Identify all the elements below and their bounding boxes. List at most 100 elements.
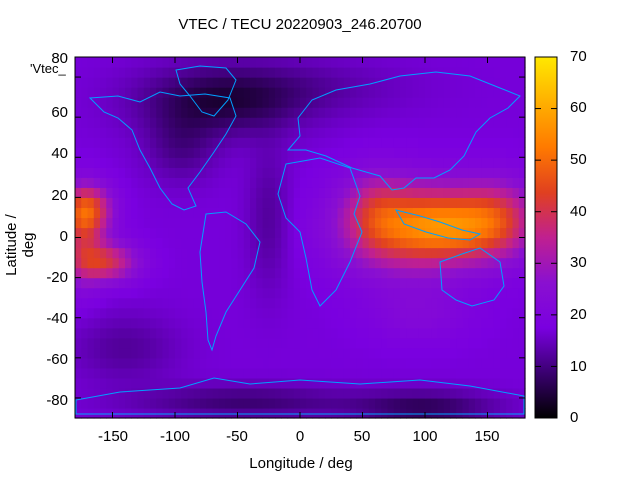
heatmap-cell — [293, 127, 301, 138]
heatmap-cell — [337, 397, 345, 409]
heatmap-cell — [350, 217, 357, 229]
heatmap-cell — [400, 377, 407, 389]
heatmap-cell — [75, 257, 82, 269]
heatmap-cell — [268, 117, 276, 128]
heatmap-cell — [387, 287, 395, 299]
heatmap-cell — [293, 287, 301, 299]
heatmap-cell — [106, 307, 114, 319]
heatmap-cell — [356, 337, 364, 349]
heatmap-cell — [468, 127, 476, 138]
heatmap-cell — [481, 97, 489, 108]
heatmap-cell — [412, 247, 420, 259]
colorbar-tick-label: 30 — [570, 254, 587, 271]
heatmap-cell — [362, 227, 370, 239]
heatmap-cell — [256, 247, 264, 259]
heatmap-cell — [387, 257, 395, 269]
heatmap-cell — [506, 317, 514, 329]
heatmap-cell — [443, 297, 451, 309]
heatmap-cell — [400, 357, 407, 369]
heatmap-cell — [81, 317, 89, 329]
heatmap-cell — [181, 207, 189, 219]
heatmap-cell — [337, 387, 345, 399]
heatmap-cell — [212, 227, 220, 239]
heatmap-cell — [443, 387, 451, 399]
heatmap-cell — [512, 287, 520, 299]
heatmap-cell — [443, 217, 451, 229]
heatmap-cell — [462, 237, 470, 249]
heatmap-cell — [406, 57, 414, 68]
heatmap-cell — [518, 167, 526, 178]
heatmap-cell — [243, 287, 251, 299]
heatmap-cell — [375, 257, 382, 269]
heatmap-cell — [381, 157, 389, 168]
x-tick-label: -50 — [226, 428, 248, 445]
heatmap-cell — [381, 347, 389, 359]
heatmap-cell — [87, 327, 95, 339]
heatmap-cell — [231, 117, 239, 128]
heatmap-cell — [362, 157, 370, 168]
heatmap-cell — [131, 217, 139, 229]
heatmap-cell — [456, 167, 464, 178]
heatmap-cell — [468, 137, 476, 148]
heatmap-cell — [325, 247, 332, 259]
heatmap-cell — [468, 327, 476, 339]
heatmap-cell — [518, 397, 526, 409]
heatmap-cell — [168, 127, 176, 138]
heatmap-cell — [137, 407, 145, 419]
heatmap-cell — [356, 127, 364, 138]
heatmap-cell — [225, 277, 232, 289]
heatmap-cell — [231, 387, 239, 399]
heatmap-cell — [100, 207, 107, 219]
heatmap-cell — [206, 187, 214, 198]
heatmap-cell — [87, 127, 95, 138]
heatmap-cell — [425, 327, 432, 339]
heatmap-cell — [237, 137, 245, 148]
heatmap-cell — [437, 127, 445, 138]
heatmap-cell — [225, 297, 232, 309]
heatmap-cell — [300, 277, 307, 289]
heatmap-cell — [506, 167, 514, 178]
heatmap-cell — [200, 347, 207, 359]
heatmap-cell — [518, 117, 526, 128]
heatmap-cell — [350, 177, 357, 188]
heatmap-cell — [225, 127, 232, 138]
heatmap-cell — [262, 217, 270, 229]
heatmap-cell — [387, 137, 395, 148]
heatmap-cell — [350, 387, 357, 399]
heatmap-cell — [325, 307, 332, 319]
heatmap-cell — [325, 257, 332, 269]
heatmap-cell — [250, 257, 257, 269]
heatmap-cell — [281, 127, 289, 138]
heatmap-cell — [512, 77, 520, 88]
heatmap-cell — [418, 257, 426, 269]
heatmap-cell — [106, 357, 114, 369]
heatmap-cell — [306, 67, 314, 78]
heatmap-cell — [268, 407, 276, 419]
heatmap-cell — [131, 347, 139, 359]
heatmap-cell — [206, 117, 214, 128]
heatmap-cell — [268, 197, 276, 209]
heatmap-cell — [106, 267, 114, 279]
heatmap-cell — [362, 367, 370, 379]
heatmap-cell — [75, 377, 82, 389]
heatmap-cell — [506, 367, 514, 379]
heatmap-cell — [387, 197, 395, 209]
heatmap-cell — [100, 377, 107, 389]
heatmap-cell — [206, 397, 214, 409]
heatmap-cell — [218, 297, 226, 309]
heatmap-cell — [75, 127, 82, 138]
heatmap-cell — [356, 287, 364, 299]
heatmap-cell — [306, 307, 314, 319]
heatmap-cell — [312, 407, 320, 419]
heatmap-cell — [468, 77, 476, 88]
heatmap-cell — [412, 117, 420, 128]
heatmap-cell — [468, 347, 476, 359]
heatmap-cell — [125, 297, 132, 309]
heatmap-cell — [381, 217, 389, 229]
heatmap-cell — [131, 267, 139, 279]
heatmap-cell — [200, 357, 207, 369]
heatmap-cell — [181, 257, 189, 269]
heatmap-cell — [100, 397, 107, 409]
heatmap-cell — [325, 187, 332, 198]
heatmap-cell — [300, 297, 307, 309]
